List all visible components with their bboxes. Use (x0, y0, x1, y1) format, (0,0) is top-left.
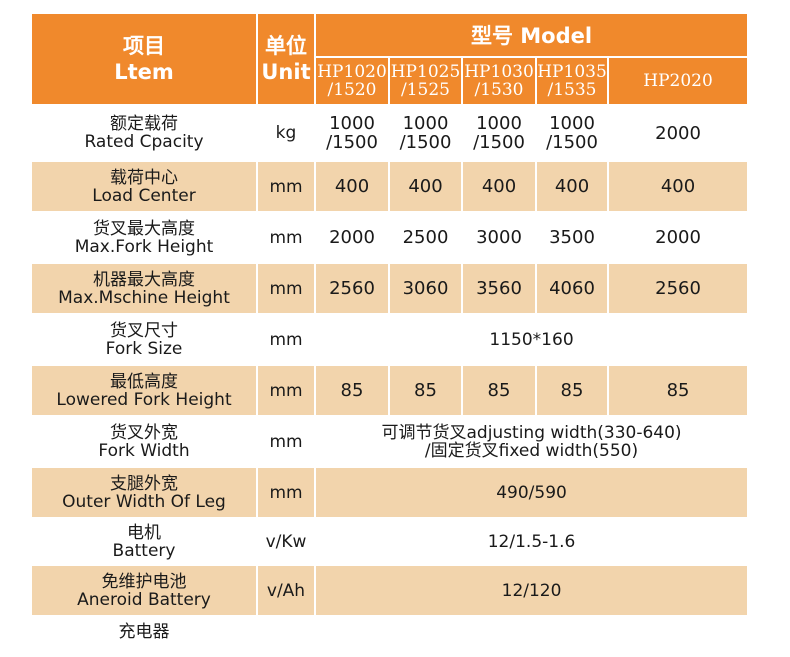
value-cell: 400 (314, 160, 390, 213)
item-header-cn: 项目 (123, 34, 165, 58)
table-row-outer-width-of-leg: 支腿外宽 Outer Width Of Leg mm 490/590 (30, 466, 750, 519)
value-cell: 4060 (535, 262, 609, 315)
value-cell: 2000 (314, 211, 390, 264)
value-cell: 2000 (606, 211, 750, 264)
item-header-en: Ltem (114, 60, 174, 84)
item-cell: 货叉尺寸 Fork Size (30, 313, 258, 366)
spec-table: 项目 Ltem 单位 Unit 型号 Model HP1020/1520 HP1… (30, 12, 750, 657)
unit-cell: mm (256, 364, 316, 417)
table-row-charger: 充电器 (30, 615, 750, 657)
unit-header: 单位 Unit (256, 12, 316, 106)
value-cell: 3000 (461, 211, 537, 264)
value-cell (313, 615, 750, 657)
value-cell: 85 (461, 364, 537, 417)
value-cell: 1000/1500 (388, 104, 463, 162)
value-cell: 1000/1500 (535, 104, 609, 162)
unit-cell (256, 615, 316, 657)
value-cell: 2500 (388, 211, 463, 264)
value-cell: 1150*160 (313, 313, 750, 366)
value-cell: 可调节货叉adjusting width(330-640)/固定货叉fixed … (313, 415, 750, 468)
model-column-header: HP1020/1520 (314, 56, 390, 106)
item-cell: 充电器 (30, 615, 258, 657)
value-cell: 12/1.5-1.6 (313, 517, 750, 566)
value-cell: 2000 (606, 104, 750, 162)
model-column-header: HP1025/1525 (388, 56, 463, 106)
value-cell: 400 (535, 160, 609, 213)
unit-cell: mm (256, 211, 316, 264)
unit-cell: v/Ah (256, 564, 316, 617)
table-row-aneroid-battery: 免维护电池 Aneroid Battery v/Ah 12/120 (30, 564, 750, 617)
unit-cell: mm (256, 415, 316, 468)
model-column-header: HP1035/1535 (535, 56, 609, 106)
model-column-header: HP1030/1530 (461, 56, 537, 106)
unit-cell: v/Kw (256, 517, 316, 566)
value-cell: 2560 (314, 262, 390, 315)
value-cell: 85 (535, 364, 609, 417)
value-cell: 490/590 (313, 466, 750, 519)
item-cell: 最低高度 Lowered Fork Height (30, 364, 258, 417)
unit-cell: mm (256, 262, 316, 315)
value-cell: 3500 (535, 211, 609, 264)
unit-header-en: Unit (261, 60, 311, 84)
unit-cell: mm (256, 313, 316, 366)
value-cell: 85 (606, 364, 750, 417)
value-cell: 3560 (461, 262, 537, 315)
item-header: 项目 Ltem (30, 12, 258, 106)
value-cell: 3060 (388, 262, 463, 315)
value-cell: 400 (461, 160, 537, 213)
table-row-rated-capacity: 额定载荷 Rated Cpacity kg 1000/1500 1000/1500… (30, 104, 750, 162)
value-cell: 2560 (606, 262, 750, 315)
header-row: 项目 Ltem 单位 Unit 型号 Model (30, 12, 750, 106)
model-subheader-row: HP1020/1520 HP1025/1525 HP1030/1530 HP10… (31, 56, 750, 106)
table-row-lowered-fork-height: 最低高度 Lowered Fork Height mm 85 85 85 85 8… (30, 364, 750, 417)
value-cell: 85 (388, 364, 463, 417)
unit-cell: mm (256, 466, 316, 519)
table-row-fork-width: 货叉外宽 Fork Width mm 可调节货叉adjusting width(3… (30, 415, 750, 468)
model-column-header: HP2020 (606, 56, 750, 106)
table-row-max-fork-height: 货叉最大高度 Max.Fork Height mm 2000 2500 3000 … (30, 211, 750, 264)
item-cell: 货叉外宽 Fork Width (30, 415, 258, 468)
value-cell: 1000/1500 (314, 104, 390, 162)
item-cell: 电机 Battery (30, 517, 258, 566)
model-header: 型号 Model (313, 12, 750, 58)
unit-header-cn: 单位 (265, 34, 307, 58)
table-row-fork-size: 货叉尺寸 Fork Size mm 1150*160 (30, 313, 750, 366)
table-row-motor: 电机 Battery v/Kw 12/1.5-1.6 (30, 517, 750, 566)
item-cell: 机器最大高度 Max.Mschine Height (30, 262, 258, 315)
value-cell: 85 (314, 364, 390, 417)
item-cell: 货叉最大高度 Max.Fork Height (30, 211, 258, 264)
item-cell: 支腿外宽 Outer Width Of Leg (30, 466, 258, 519)
item-cell: 免维护电池 Aneroid Battery (30, 564, 258, 617)
value-cell: 12/120 (313, 564, 750, 617)
value-cell: 400 (388, 160, 463, 213)
table-row-load-center: 载荷中心 Load Center mm 400 400 400 400 400 (30, 160, 750, 213)
unit-cell: mm (256, 160, 316, 213)
item-cell: 载荷中心 Load Center (30, 160, 258, 213)
table-row-max-machine-height: 机器最大高度 Max.Mschine Height mm 2560 3060 35… (30, 262, 750, 315)
item-cell: 额定载荷 Rated Cpacity (30, 104, 258, 162)
value-cell: 400 (606, 160, 750, 213)
unit-cell: kg (256, 104, 316, 162)
value-cell: 1000/1500 (461, 104, 537, 162)
